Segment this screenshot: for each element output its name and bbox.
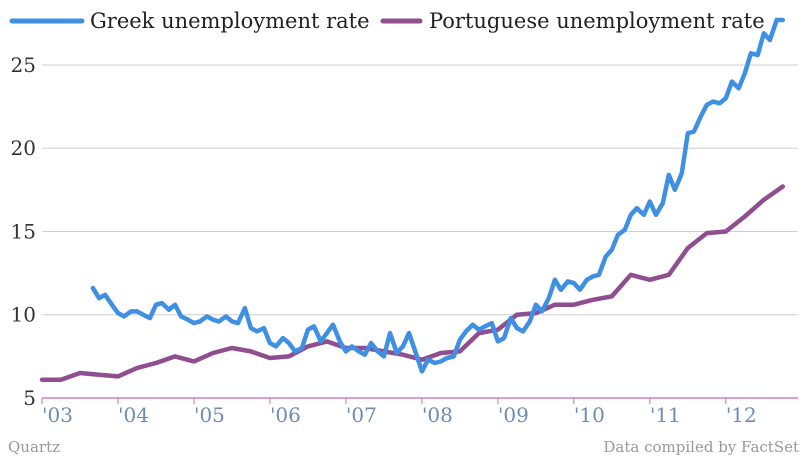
x-tick-label: '12 [726, 403, 757, 427]
series-line-portuguese [39, 184, 786, 382]
y-tick-label: 5 [23, 386, 36, 410]
legend-label-greek: Greek unemployment rate [90, 9, 370, 33]
y-axis-ticks: 5 10 15 20 25 [11, 53, 36, 410]
series-layer [39, 17, 786, 382]
x-tick-label: '11 [650, 403, 681, 427]
x-tick-label: '09 [498, 403, 529, 427]
x-tick-label: '03 [42, 403, 73, 427]
y-tick-label: 20 [11, 136, 36, 160]
y-tick-label: 10 [11, 303, 36, 327]
x-tick-label: '10 [574, 403, 605, 427]
series-line-greek [90, 17, 786, 374]
x-tick-label: '04 [118, 403, 149, 427]
x-tick-label: '06 [270, 403, 301, 427]
x-tick-label: '07 [346, 403, 377, 427]
y-tick-label: 25 [11, 53, 36, 77]
legend: Greek unemployment rate Portuguese unemp… [9, 9, 765, 33]
x-tick-label: '08 [422, 403, 453, 427]
x-axis-ticks: '03 '04 '05 '06 '07 '08 '09 '10 '11 '12 [41, 398, 757, 427]
x-tick-label: '05 [194, 403, 225, 427]
y-tick-label: 15 [11, 219, 36, 243]
legend-label-portuguese: Portuguese unemployment rate [429, 9, 765, 33]
gridlines [42, 64, 798, 399]
data-source-note: Data compiled by FactSet [603, 438, 799, 456]
source-credit: Quartz [8, 438, 61, 456]
